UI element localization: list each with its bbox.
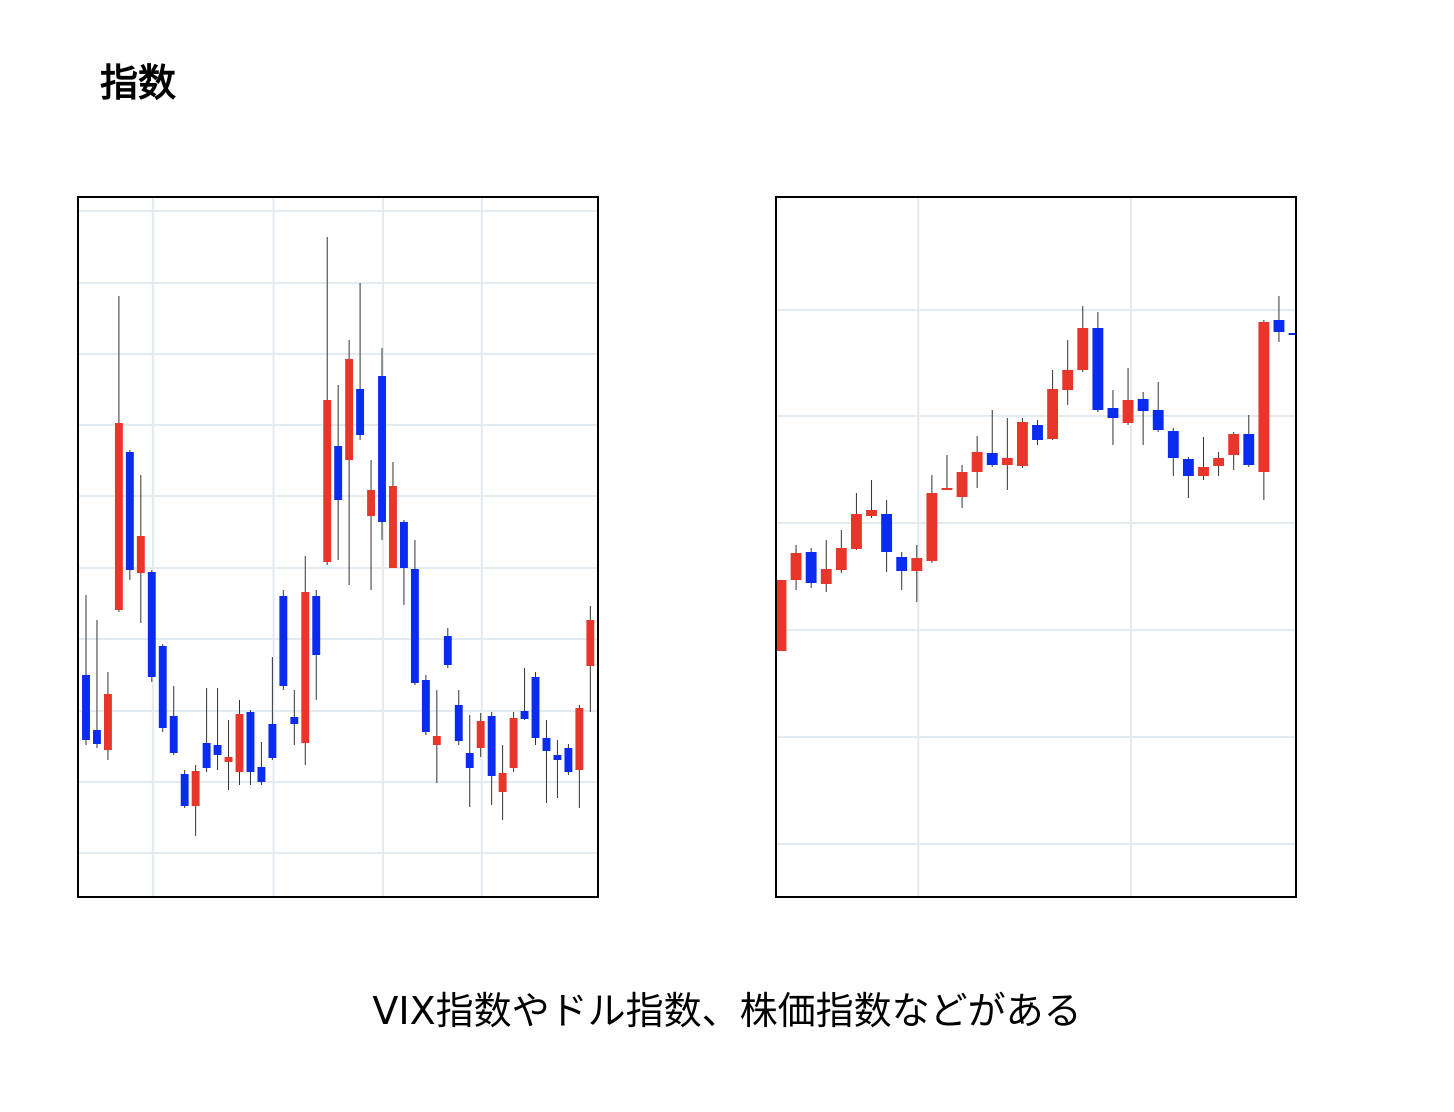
candle-body	[776, 580, 787, 651]
candle-body	[191, 771, 200, 806]
candle-body	[1167, 431, 1179, 458]
candle-body	[432, 736, 441, 745]
candle-body	[1182, 459, 1194, 476]
candle-body	[986, 453, 998, 465]
candle-body	[465, 753, 474, 768]
candle-body	[586, 620, 595, 666]
candle-body	[1258, 322, 1270, 472]
candle-body	[125, 452, 134, 570]
candle-body	[542, 738, 551, 751]
candle-body	[443, 636, 452, 665]
candle-body	[926, 493, 938, 561]
candle-body	[790, 553, 802, 580]
candle-body	[169, 716, 178, 753]
candle-body	[1001, 458, 1013, 465]
candle-body	[911, 558, 923, 571]
candle-body	[866, 510, 877, 516]
candle-body	[1198, 467, 1209, 476]
candle-body	[312, 596, 321, 655]
candle-body	[1122, 400, 1134, 423]
candle-body	[1062, 370, 1074, 390]
candle-body	[136, 536, 145, 573]
candle-body	[202, 743, 211, 768]
candle-body	[213, 745, 222, 755]
candle-body	[301, 592, 310, 743]
candle-body	[1288, 333, 1296, 335]
candle-body	[850, 514, 862, 549]
candle-body	[1137, 399, 1149, 411]
candle-body	[881, 514, 893, 552]
candle-body	[279, 596, 288, 686]
chart	[776, 197, 1296, 897]
slide-title: 指数	[100, 61, 177, 105]
candle-body	[531, 677, 540, 738]
candle-body	[476, 721, 485, 748]
candle-body	[575, 708, 584, 770]
candle-body	[941, 488, 953, 490]
candle-body	[180, 774, 189, 806]
candle-body	[1016, 422, 1028, 466]
candle-body	[378, 376, 386, 522]
candle-body	[1107, 408, 1119, 418]
candle-body	[498, 773, 507, 792]
candle-body	[82, 675, 90, 740]
candle-body	[103, 694, 112, 750]
candle-body	[896, 557, 908, 571]
candle-body	[1077, 328, 1089, 370]
candle-body	[290, 717, 299, 724]
chart-frame	[775, 196, 1297, 898]
candle-body	[147, 572, 156, 677]
candle-body	[1228, 434, 1240, 455]
candle-body	[356, 389, 365, 435]
candle-body	[114, 423, 123, 610]
candle-body	[323, 400, 332, 562]
candle-body	[971, 452, 983, 472]
candle-body	[509, 718, 518, 768]
candle-body	[93, 730, 101, 744]
candle-body	[820, 569, 832, 584]
chart	[78, 197, 598, 897]
candle-body	[246, 712, 255, 772]
candle-body	[268, 724, 277, 758]
candle-body	[367, 490, 376, 516]
candle-body	[1047, 389, 1059, 439]
candle-body	[835, 548, 847, 570]
candle-body	[1243, 434, 1255, 465]
candle-body	[421, 680, 430, 732]
candle-body	[224, 757, 233, 762]
candle-body	[334, 446, 343, 500]
candle-body	[805, 552, 817, 583]
candle-body	[1092, 328, 1104, 410]
slide-caption: VIX指数やドル指数、株価指数などがある	[372, 989, 1082, 1033]
candle-body	[257, 767, 266, 782]
candle-body	[1032, 425, 1043, 440]
candle-body	[553, 755, 562, 760]
candle-body	[1273, 320, 1285, 332]
candle-body	[235, 714, 244, 772]
chart-frame	[77, 196, 599, 898]
candle-body	[564, 748, 573, 772]
candle-body	[1152, 410, 1164, 430]
candle-body	[1213, 458, 1225, 466]
candle-body	[399, 522, 408, 568]
candle-body	[454, 705, 463, 741]
candle-body	[956, 472, 968, 497]
candle-body	[410, 569, 419, 683]
candle-body	[520, 711, 529, 719]
candle-body	[345, 359, 354, 460]
candle-body	[487, 716, 496, 776]
candle-body	[389, 486, 397, 568]
candle-body	[158, 646, 167, 728]
